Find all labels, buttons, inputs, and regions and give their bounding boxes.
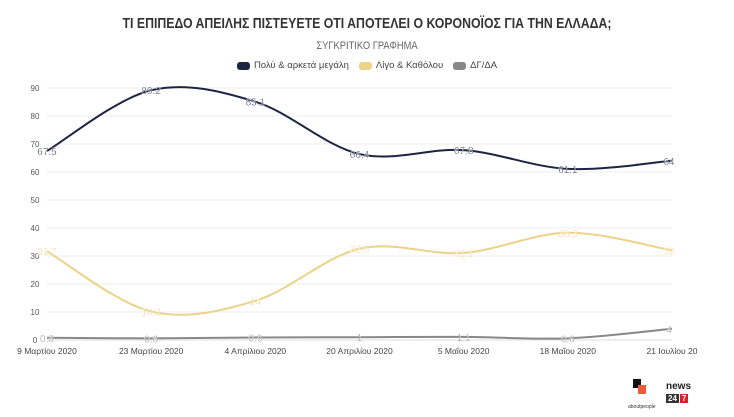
news-logo-7: 7	[679, 394, 689, 403]
legend-label: Πολύ & αρκετά μεγάλη	[253, 60, 349, 71]
series-line	[46, 86, 673, 171]
y-tick-label: 0	[33, 336, 38, 345]
y-tick-label: 80	[31, 112, 40, 121]
series-line	[46, 327, 673, 340]
y-tick-label: 90	[31, 84, 40, 93]
data-label: 32	[663, 246, 675, 257]
data-label: 32.6	[350, 245, 370, 256]
y-tick-label: 60	[31, 168, 40, 177]
data-label: 31.7	[37, 247, 57, 258]
legend-item[interactable]: Λίγο & Καθόλου	[358, 60, 444, 71]
data-label: 0.9	[248, 333, 262, 344]
x-tick-label: 9 Μαρτίου 2020	[17, 346, 77, 356]
x-tick-label: 21 Ιουλίου 20	[647, 346, 698, 356]
y-tick-label: 20	[31, 280, 40, 289]
legend: Πολύ & αρκετά μεγάλη Λίγο & Καθόλου ΔΓ/ΔΑ	[0, 60, 734, 71]
data-label: 10.2	[141, 307, 161, 318]
data-label: 38.3	[558, 229, 578, 240]
chart-title: ΤΙ ΕΠΙΠΕΔΟ ΑΠΕΙΛΗΣ ΠΙΣΤΕΥΕΤΕ ΟΤΙ ΑΠΟΤΕΛΕ…	[122, 15, 612, 32]
data-label: 67.5	[37, 147, 57, 158]
legend-label: Λίγο & Καθόλου	[375, 60, 444, 71]
y-tick-label: 70	[31, 140, 40, 149]
data-label: 14	[250, 297, 262, 308]
data-label: 1.1	[457, 333, 471, 344]
legend-item[interactable]: Πολύ & αρκετά μεγάλη	[236, 60, 349, 71]
aboutpeople-logo: aboutpeople	[628, 379, 656, 410]
legend-swatch	[236, 61, 250, 70]
x-tick-label: 18 Μαΐου 2020	[540, 346, 597, 356]
data-label: 85.1	[246, 98, 266, 109]
logos: aboutpeople news 24 7	[628, 375, 708, 415]
x-tick-label: 4 Απρίλιου 2020	[224, 346, 286, 356]
aboutpeople-logo-text: aboutpeople	[628, 404, 656, 410]
data-label: 1	[357, 333, 363, 344]
news-logo-text: news	[666, 381, 692, 392]
data-label: 66.4	[350, 150, 370, 161]
data-label: 64	[663, 157, 675, 168]
data-label: 0.6	[144, 334, 158, 345]
data-label: 0.6	[561, 334, 575, 345]
y-tick-label: 30	[31, 252, 40, 261]
legend-swatch	[453, 61, 467, 70]
chart-subtitle: ΣΥΓΚΡΙΤΙΚΟ ΓΡΑΦΗΜΑ	[316, 40, 418, 52]
y-tick-label: 40	[31, 224, 40, 233]
data-label: 0.8	[40, 334, 54, 345]
x-tick-label: 20 Απριλίου 2020	[326, 346, 393, 356]
data-label: 61.1	[558, 165, 578, 176]
data-label: 89.2	[141, 86, 161, 97]
legend-swatch	[358, 61, 372, 70]
legend-label: ΔΓ/ΔΑ	[470, 60, 498, 71]
x-tick-label: 5 Μαΐου 2020	[438, 346, 490, 356]
data-label: 4	[666, 325, 672, 336]
series-line	[46, 231, 673, 316]
news-logo-24: 24	[666, 394, 679, 403]
data-label: 67.8	[454, 146, 474, 157]
legend-item[interactable]: ΔΓ/ΔΑ	[453, 60, 497, 71]
y-tick-label: 10	[31, 308, 40, 317]
x-tick-label: 23 Μαρτίου 2020	[119, 346, 184, 356]
y-tick-label: 50	[31, 196, 40, 205]
data-label: 31.1	[454, 249, 474, 260]
